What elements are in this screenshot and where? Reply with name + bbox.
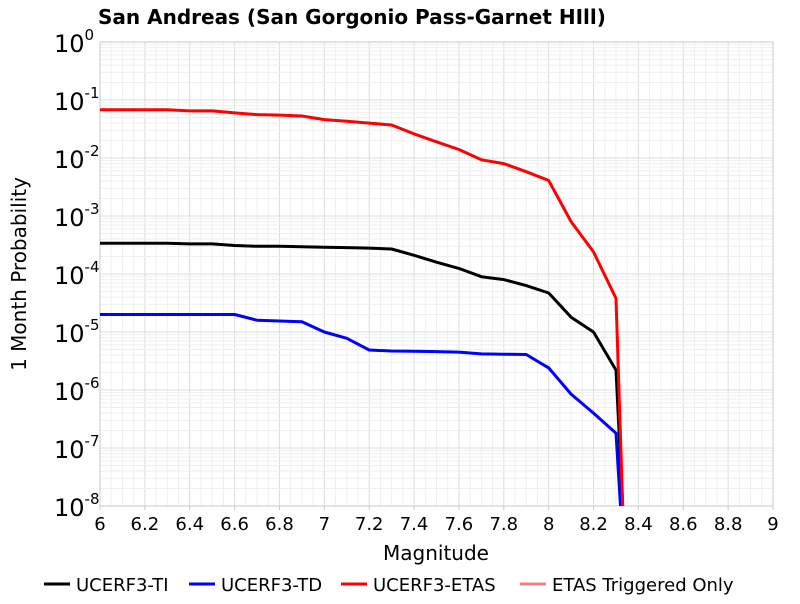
legend-label: UCERF3-ETAS bbox=[373, 575, 496, 596]
x-tick-label: 7.6 bbox=[445, 514, 474, 535]
x-tick-label: 8.2 bbox=[579, 514, 608, 535]
y-tick-label: 10-7 bbox=[54, 432, 100, 464]
y-tick-label: 10-2 bbox=[54, 142, 100, 174]
legend-item: UCERF3-TI bbox=[44, 575, 169, 596]
x-axis-label: Magnitude bbox=[383, 541, 489, 565]
x-tick-label: 8.6 bbox=[669, 514, 698, 535]
x-axis-ticks: 6 6.2 6.4 6.6 6.8 7 7.2 7.4 7.6 7.8 8 8.2 8.4 8.6 8.8 9 bbox=[94, 506, 779, 535]
y-axis-ticks: 100 10-1 10-2 10-3 10-4 10-5 10-6 10-7 10-8 bbox=[54, 26, 100, 522]
y-tick-label: 10-8 bbox=[54, 490, 100, 522]
series-line-ucerf3-ti bbox=[100, 241, 625, 507]
y-axis-label: 1 Month Probability bbox=[7, 177, 31, 371]
x-tick-label: 6.4 bbox=[175, 514, 204, 535]
chart-title: San Andreas (San Gorgonio Pass-Garnet HI… bbox=[98, 5, 606, 29]
x-tick-label: 6 bbox=[94, 514, 105, 535]
x-tick-label: 7.4 bbox=[400, 514, 429, 535]
legend: UCERF3-TI UCERF3-TD UCERF3-ETAS ETAS Trigge… bbox=[44, 575, 734, 596]
y-tick-label: 10-1 bbox=[54, 84, 100, 116]
x-tick-label: 6.2 bbox=[131, 514, 160, 535]
series-line-ucerf3-td bbox=[100, 313, 622, 507]
y-tick-label: 100 bbox=[54, 26, 94, 58]
series-layer bbox=[100, 108, 625, 507]
legend-label: ETAS Triggered Only bbox=[552, 575, 734, 596]
x-tick-label: 9 bbox=[767, 514, 778, 535]
y-tick-label: 10-4 bbox=[54, 258, 100, 290]
grid bbox=[99, 42, 774, 507]
series-line-ucerf3-etas bbox=[100, 108, 625, 507]
x-tick-label: 7.8 bbox=[489, 514, 518, 535]
x-tick-label: 6.8 bbox=[265, 514, 294, 535]
y-tick-label: 10-5 bbox=[54, 316, 100, 348]
legend-label: UCERF3-TD bbox=[221, 575, 322, 596]
x-tick-label: 8.4 bbox=[624, 514, 653, 535]
y-tick-label: 10-3 bbox=[54, 200, 100, 232]
x-tick-label: 8 bbox=[543, 514, 554, 535]
legend-item: UCERF3-ETAS bbox=[341, 575, 496, 596]
y-tick-label: 10-6 bbox=[54, 374, 100, 406]
plot-frame bbox=[99, 41, 774, 507]
x-tick-label: 8.8 bbox=[714, 514, 743, 535]
legend-item: UCERF3-TD bbox=[189, 575, 322, 596]
x-tick-label: 6.6 bbox=[220, 514, 249, 535]
legend-item: ETAS Triggered Only bbox=[520, 575, 734, 596]
x-tick-label: 7.2 bbox=[355, 514, 384, 535]
x-tick-label: 7 bbox=[319, 514, 330, 535]
legend-label: UCERF3-TI bbox=[76, 575, 169, 596]
